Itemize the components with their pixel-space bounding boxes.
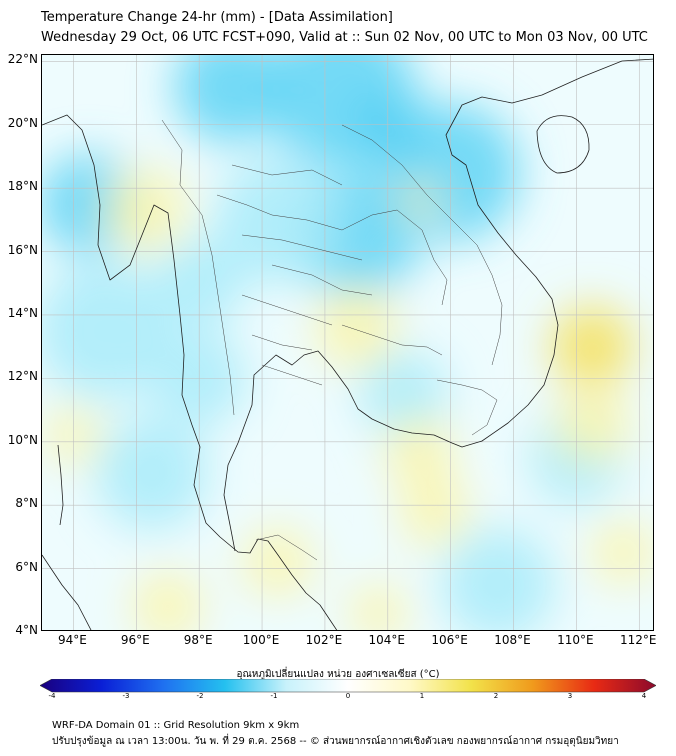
longitude-tick-label: 110°E [557,633,594,647]
latitude-tick-label: 20°N [7,115,38,130]
mainland-coastline [42,114,338,630]
field-blob-warm [400,181,439,220]
field-blob-warm [243,527,313,597]
field-blob-warm [104,169,187,252]
latitude-tick-label: 22°N [7,52,38,67]
latitude-tick-label: 10°N [7,432,38,447]
andaman-islands [57,444,64,526]
map-title: Temperature Change 24-hr (mm) - [Data As… [41,10,393,25]
footer-model-info: WRF-DA Domain 01 :: Grid Resolution 9km … [52,720,300,731]
border-myanmar-thailand [161,119,235,416]
longitude-tick-label: 98°E [183,633,213,647]
longitude-tick-label: 102°E [305,633,343,647]
border-thailand-cambodia [341,324,443,356]
longitude-tick-label: 94°E [57,633,87,647]
colorbar-tick-label: -3 [122,692,130,700]
longitude-tick-label: 112°E [620,633,657,647]
field-blob-warm [350,584,407,630]
latitude-tick-label: 18°N [7,179,38,194]
province-grid-north [231,164,373,296]
field-blob-warm [384,416,454,486]
longitude-tick-label: 106°E [431,633,468,647]
field-blob-warm [592,521,653,585]
field-blob-cool-light [359,350,448,439]
field-blob-cool-light [42,261,175,400]
border-laos-vietnam [341,124,503,366]
field-blob-cool-light [441,527,555,630]
colorbar [40,679,656,693]
colorbar-tick-label: 2 [493,692,499,700]
colorbar-tick-label: -4 [48,692,56,700]
latitude-tick-label: 6°N [15,559,38,574]
graticule [42,55,653,630]
field-blob-warm [133,572,203,630]
map-subtitle: Wednesday 29 Oct, 06 UTC FCST+090, Valid… [41,30,648,45]
longitude-tick-label: 108°E [494,633,531,647]
latitude-tick-label: 8°N [15,496,38,511]
latitude-tick-label: 14°N [7,305,38,320]
border-thailand-laos [216,194,448,306]
longitude-tick-label: 104°E [368,633,406,647]
gulf-of-thailand-coastline [223,58,653,552]
coastlines [42,58,653,630]
colorbar-title: อุณหภูมิเปลี่ยนแปลง หน่วย องศาเซลเซียส (… [236,669,440,680]
latitude-tick-label: 4°N [15,623,38,637]
field-blob-cool-light [95,416,209,531]
admin-borders [161,119,503,561]
colorbar-tick-label: 1 [419,692,425,700]
province-grid-central [241,294,333,386]
latitude-tick-label: 16°N [7,242,38,257]
map-panel [41,54,654,631]
sumatra-coast [42,554,92,630]
longitude-tick-label: 96°E [120,633,150,647]
field-blob-cool [174,55,288,144]
footer-credit: ปรับปรุงข้อมูล ณ เวลา 13:00น. วัน พ. ที่… [52,736,619,747]
longitude-tick-label: 100°E [242,633,280,647]
field-blob-cool [265,55,417,169]
colorbar-tick-label: 3 [567,692,573,700]
latitude-tick-label: 12°N [7,369,38,384]
colorbar-tick-label: -2 [196,692,204,700]
temperature-map [42,55,653,630]
field-blob-warm-strong [551,305,633,388]
colorbar-fill [40,679,656,693]
field-blob-warm [315,286,398,369]
field-blob-warm [400,476,470,547]
field-blob-warm [554,388,630,464]
hainan-island [536,115,590,174]
colorbar-tick-label: 0 [345,692,351,700]
border-thailand-malaysia [255,534,318,561]
colorbar-tick-label: -1 [270,692,278,700]
border-cambodia-vietnam [436,379,498,436]
colorbar-tick-label: 4 [641,692,647,700]
